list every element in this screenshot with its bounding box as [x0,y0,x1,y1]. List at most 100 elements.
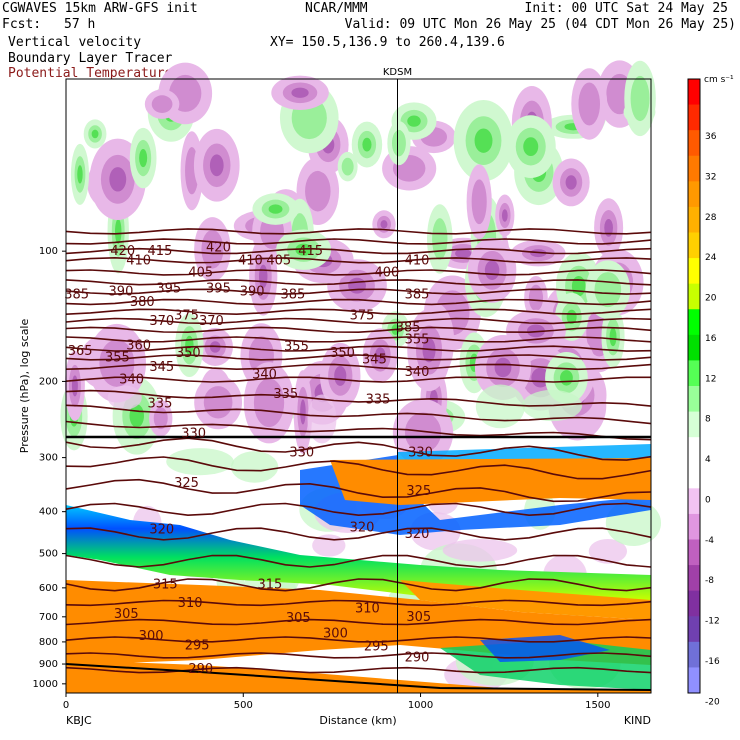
y-axis: 100 200 300 400 500 600 700 800 900 1000 [33,246,66,690]
theta-label: 355 [105,350,130,365]
theta-contour-line [65,599,652,607]
w-contour-blob [362,137,372,152]
colorbar-cell [688,79,700,106]
theta-label: 330 [181,427,206,442]
colorbar-cell [688,590,700,617]
colorbar-tick-label: -4 [705,536,714,546]
theta-label: 340 [405,365,430,380]
theta-contour-line [65,298,652,306]
theta-label: 380 [130,295,155,310]
theta-contour-line [65,652,652,659]
valid-time: Valid: 09 UTC Mon 26 May 25 (04 CDT Mon … [344,17,736,32]
colorbar-cell [688,258,700,285]
w-contour-blob [291,87,309,98]
org-label: NCAR/MMM [305,1,368,16]
colorbar-units: cm s⁻¹ [704,75,734,85]
colorbar-tick-label: 8 [705,415,711,425]
theta-label: 410 [126,253,151,268]
w-contour-blob [300,399,306,425]
theta-contour-line [65,478,652,503]
theta-label: 350 [330,346,355,361]
theta-label: 310 [355,602,380,617]
theta-contour-line [65,269,652,276]
theta-contour-line [65,326,652,334]
y-tick-label: 900 [39,659,58,670]
colorbar-cell [688,437,700,464]
y-tick-label: 100 [39,246,58,257]
theta-contour-line [65,376,651,383]
w-contour-blob [341,157,354,176]
theta-label: 420 [110,244,135,259]
theta-label: 335 [148,397,173,412]
theta-label: 340 [119,373,144,388]
theta-contour-line [65,389,652,407]
theta-label: 415 [148,244,173,259]
theta-label: 320 [350,520,375,535]
w-contour-blob [501,209,508,222]
colorbar-tick-label: 24 [705,253,717,263]
theta-contour-line [65,288,652,295]
x-axis-title: Distance (km) [319,714,396,727]
w-contour-blob [109,167,127,192]
y-tick-label: 600 [39,583,58,594]
w-contour-blob [560,370,573,386]
theta-label: 295 [364,640,389,655]
forecast-hour: 57 h [64,17,96,32]
theta-label: 385 [405,288,430,303]
field-potential-temperature: Potential Temperature [8,66,173,81]
colorbar-cell [688,360,700,387]
colorbar-cell [688,309,700,336]
w-contour-blob [305,170,331,212]
w-contour-blob [471,179,487,225]
w-contour-blob [528,284,544,312]
colorbar-cell [688,283,700,310]
theta-label: 405 [188,265,213,280]
theta-contour-line [65,228,652,235]
theta-label: 390 [109,285,134,300]
colorbar-tick-label: -16 [705,657,720,667]
theta-contour-line [65,527,652,541]
x-axis: 0 500 1000 1500 [63,693,611,711]
w-contour-blob [523,137,539,157]
colorbar-cell [688,539,700,566]
theta-contour-line [65,666,652,674]
right-station-label: KIND [624,714,651,727]
theta-contour-line [65,554,652,568]
colorbar-cell [688,155,700,182]
y-tick-label: 200 [39,376,58,387]
theta-contour-line [65,256,652,264]
w-contour-blob [407,115,421,127]
theta-label: 290 [405,651,430,666]
theta-label: 375 [174,309,199,324]
w-contour-blob [604,218,613,237]
w-contour-blob [334,366,347,386]
w-contour-blob [107,385,142,410]
theta-label: 300 [323,626,348,641]
theta-label: 320 [149,523,174,538]
theta-label: 370 [149,314,174,329]
colorbar-tick-label: 20 [705,294,717,304]
colorbar-cell [688,386,700,413]
theta-label: 395 [156,282,181,297]
theta-label: 305 [286,611,311,626]
colorbar-cell [688,641,700,668]
theta-contour-line [65,404,652,425]
theta-label: 315 [257,578,282,593]
theta-label: 365 [68,344,93,359]
colorbar-tick-label: -8 [705,576,714,586]
theta-contour-line [65,279,652,286]
w-contour-blob [253,378,285,428]
theta-label: 305 [114,607,139,622]
theta-label: 415 [298,244,323,259]
theta-contour-line [65,354,652,361]
y-tick-label: 800 [39,637,58,648]
w-contour-blob [115,218,122,245]
init-time: Init: 00 UTC Sat 24 May 25 [524,1,729,16]
colorbar-cell [688,462,700,489]
theta-label: 360 [126,338,151,353]
w-contour-blob [578,82,601,126]
theta-contour-line [65,437,652,461]
colorbar-tick-label: 28 [705,213,717,223]
